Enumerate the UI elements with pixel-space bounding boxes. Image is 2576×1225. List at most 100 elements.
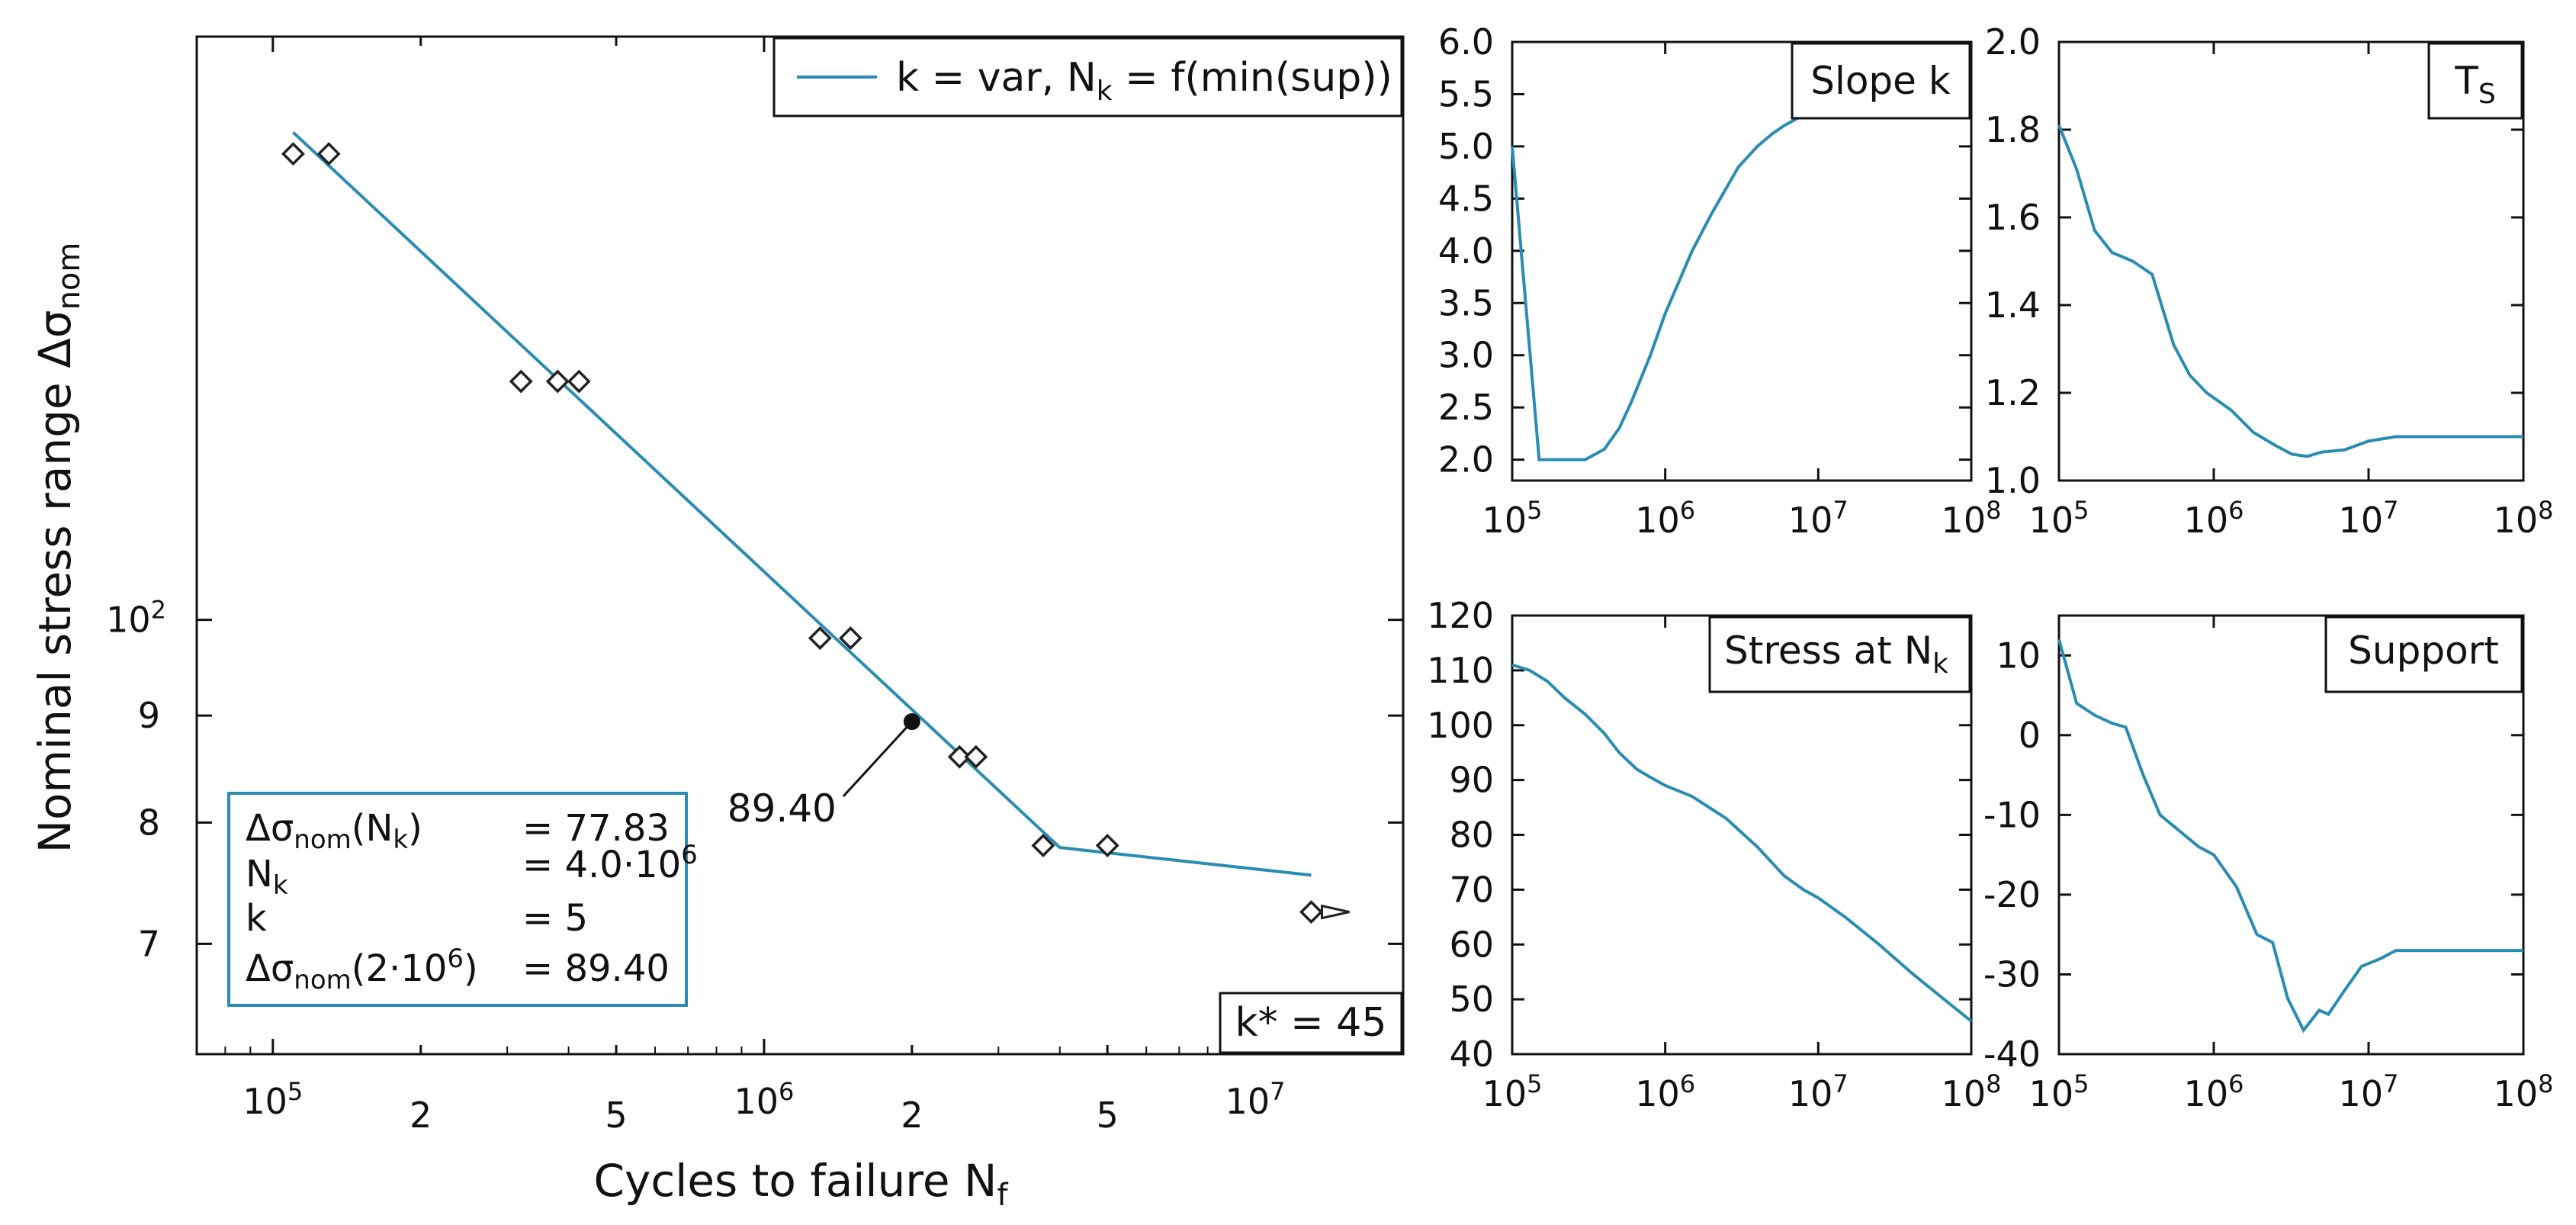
data-point (1031, 834, 1055, 858)
slope-y-tick-label: 4.0 (1438, 230, 1494, 272)
ts-y-tick-label: 2.0 (1985, 21, 2041, 63)
slope-y-tick-label: 5.0 (1438, 126, 1494, 167)
info-row-k: k (246, 897, 267, 940)
slope-y-tick-label: 4.5 (1438, 178, 1494, 219)
main-y-tick-label: 8 (138, 802, 160, 843)
main-fit-line (292, 131, 1312, 877)
info-row-stress-2e6: Δσnom(2·106) (246, 944, 478, 995)
slope-series-line (1511, 114, 1804, 461)
data-point (316, 142, 341, 166)
panel-support: 105 106 107 108 -40 -30 -20 -10 0 10 Support (1983, 614, 2554, 1114)
ts-y-tick-label: 1.6 (1985, 197, 2041, 238)
panel-ts-marks (2057, 124, 2523, 458)
support-y-tick-label: -40 (1983, 1034, 2041, 1075)
panel-ts-title-box (2427, 42, 2523, 120)
slope-y-tick-label: 3.5 (1438, 282, 1494, 323)
data-point (545, 369, 570, 394)
info-value-stress-nk: = 77.83 (522, 807, 670, 850)
stress-y-tick-label: 70 (1449, 869, 1494, 910)
support-x-tick-label: 107 (2339, 1069, 2399, 1114)
main-plot-frame (195, 35, 1405, 1056)
panel-slope-marks (1511, 114, 1804, 461)
data-point (1299, 900, 1323, 924)
support-y-tick-label: -20 (1983, 874, 2041, 915)
stress-y-tick-label: 50 (1449, 979, 1494, 1020)
support-y-tick-label: -10 (1983, 794, 2041, 835)
info-row-stress-nk: Δσnom(Nk) (246, 807, 422, 855)
ts-x-tick-label: 105 (2029, 496, 2089, 541)
panel-support-frame (2057, 614, 2525, 1056)
main-kstar-frame (1219, 992, 1403, 1054)
slope-x-tick-label: 107 (1788, 496, 1848, 541)
stress-y-tick-label: 120 (1427, 595, 1494, 636)
main-x-tick-label: 2 (410, 1095, 432, 1136)
runout-arrow (1320, 904, 1350, 920)
panel-stress-title: Stress at Nk (1724, 629, 1948, 680)
stress-y-tick-label: 110 (1427, 650, 1494, 691)
data-point (947, 744, 972, 769)
highlight-leader-line (842, 721, 913, 798)
main-x-tick-label: 5 (605, 1095, 627, 1136)
stress-y-tick-label: 90 (1449, 760, 1494, 801)
slope-y-tick-label: 3.0 (1438, 335, 1494, 376)
panel-ts-frame (2057, 40, 2525, 482)
panel-stress-marks (1511, 663, 1973, 1023)
panel-slope-frame (1511, 40, 1973, 482)
main-legend: k = var, Nk = f(min(sup)) (772, 37, 1403, 117)
main-x-axis-ticks: 105 2 5 106 2 5 107 (224, 37, 1404, 1136)
support-x-tick-label: 108 (2494, 1069, 2554, 1114)
panel-support-ticks: 105 106 107 108 -40 -30 -20 -10 0 10 (1983, 616, 2554, 1114)
slope-x-tick-label: 106 (1635, 496, 1695, 541)
ts-x-tick-label: 107 (2339, 496, 2399, 541)
highlight-label: 89.40 (728, 786, 837, 831)
panel-support-title-box (2324, 616, 2523, 693)
panel-stress-title-box (1708, 616, 1971, 693)
data-point (567, 369, 591, 394)
main-x-tick-label: 106 (734, 1077, 794, 1122)
info-value-stress-2e6: = 89.40 (522, 947, 670, 990)
slope-x-tick-label: 108 (1942, 496, 2002, 541)
data-point (509, 369, 533, 394)
slope-y-tick-label: 2.0 (1438, 439, 1494, 481)
stress-y-tick-label: 60 (1449, 924, 1494, 965)
main-y-tick-label: 102 (106, 596, 166, 641)
stress-series-line (1511, 663, 1973, 1023)
info-value-k: = 5 (522, 897, 588, 940)
ts-x-tick-label: 106 (2184, 496, 2244, 541)
panel-ts: 105 106 107 108 1.0 1.2 1.4 1.6 1.8 2.0 TS (1985, 21, 2554, 541)
main-x-tick-label: 5 (1097, 1095, 1119, 1136)
main-info-box-frame (227, 792, 688, 1007)
main-legend-box (772, 37, 1403, 117)
stress-x-tick-label: 106 (1635, 1069, 1695, 1114)
main-kstar-box: k* = 45 (1219, 992, 1403, 1054)
ts-y-tick-label: 1.8 (1985, 109, 2041, 150)
main-chart: 105 2 5 106 2 5 107 7 8 9 102 89.40 Cycles to fai… (29, 35, 1405, 1213)
ts-y-tick-label: 1.4 (1985, 285, 2041, 326)
support-y-tick-label: -30 (1983, 953, 2041, 995)
stress-x-tick-label: 108 (1942, 1069, 2002, 1114)
panel-stress-ticks: 105 106 107 108 40 50 60 70 80 90 100 110 120 (1427, 595, 2001, 1114)
main-marks: 89.40 (281, 131, 1350, 924)
data-point (808, 626, 832, 651)
info-row-nk: Nk (246, 853, 288, 901)
data-point (838, 626, 862, 651)
main-x-tick-label: 105 (243, 1077, 303, 1122)
support-series-line (2057, 638, 2523, 1034)
panel-ts-ticks: 105 106 107 108 1.0 1.2 1.4 1.6 1.8 2.0 (1985, 21, 2554, 541)
stress-y-tick-label: 40 (1449, 1034, 1494, 1075)
panel-slope: 105 106 107 1082.02.53.03.54.04.55.05.56.0 … (1438, 21, 2002, 541)
main-y-tick-label: 9 (138, 695, 160, 736)
data-point (281, 142, 305, 166)
ts-x-tick-label: 108 (2494, 496, 2554, 541)
main-y-axis-ticks: 7 8 9 102 (106, 596, 1403, 964)
main-y-axis-title: Nominal stress range Δσnom (29, 243, 87, 854)
main-x-tick-label: 107 (1225, 1077, 1286, 1122)
main-x-axis-title: Cycles to failure Nf (594, 1155, 1009, 1213)
ts-y-tick-label: 1.2 (1985, 372, 2041, 413)
slope-y-tick-label: 6.0 (1438, 21, 1494, 63)
main-y-tick-label: 7 (138, 923, 160, 964)
data-point (964, 744, 988, 769)
main-legend-label: k = var, Nk = f(min(sup)) (896, 55, 1392, 107)
data-point (1095, 834, 1119, 858)
ts-series-line (2057, 124, 2523, 458)
